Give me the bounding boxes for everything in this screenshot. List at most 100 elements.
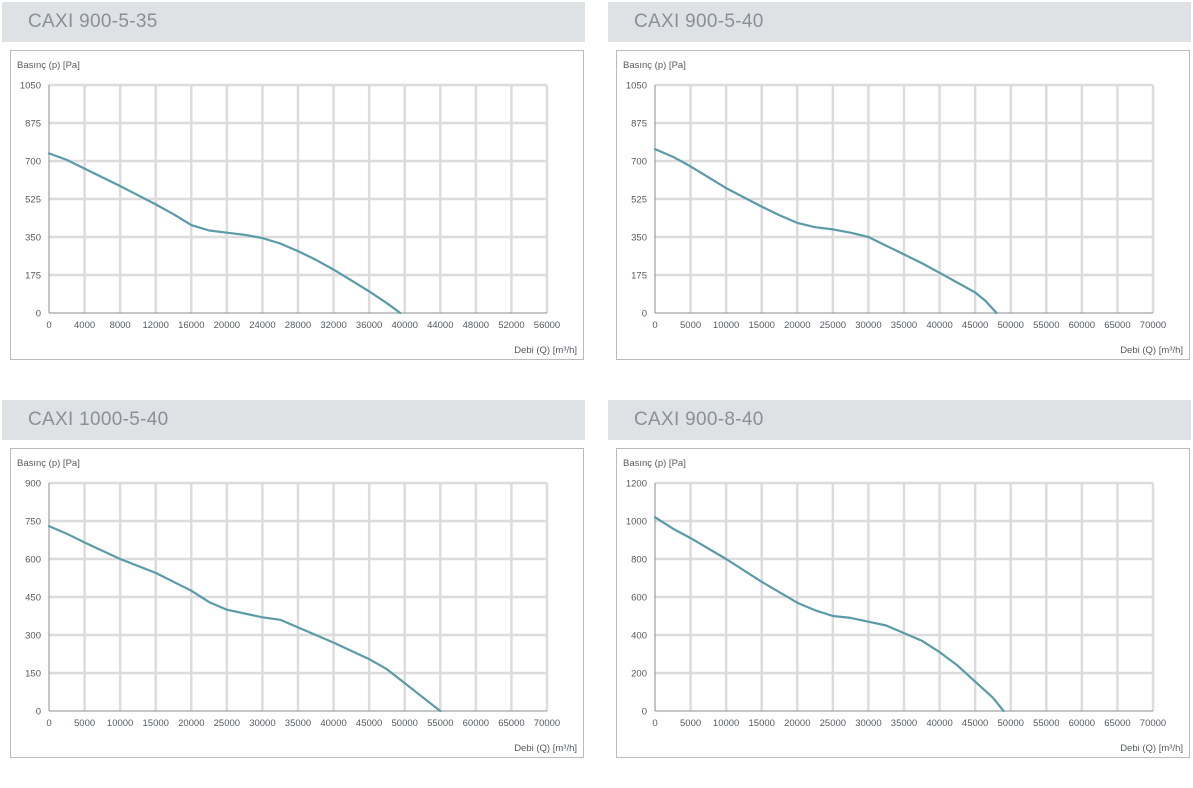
y-tick-label: 400 — [631, 631, 647, 642]
y-tick-label: 150 — [25, 669, 41, 680]
x-tick-label: 12000 — [143, 320, 169, 331]
pressure-flow-chart: 0 5000 10000 15000 20000 25000 30000 35000 40000… — [17, 458, 577, 754]
x-tick-label: 40000 — [926, 320, 952, 331]
x-tick-label: 48000 — [463, 320, 489, 331]
y-tick-label: 0 — [642, 309, 647, 320]
x-tick-label: 65000 — [498, 718, 524, 729]
x-tick-label: 40000 — [926, 718, 952, 729]
x-tick-label: 0 — [46, 718, 51, 729]
x-tick-label: 0 — [652, 320, 657, 331]
x-tick-label: 44000 — [427, 320, 453, 331]
x-tick-label: 30000 — [249, 718, 275, 729]
x-tick-label: 40000 — [392, 320, 418, 331]
x-tick-label: 65000 — [1104, 718, 1130, 729]
pressure-flow-chart: 0 4000 8000 12000 16000 20000 24000 28000 32000 3… — [17, 60, 577, 356]
y-tick-label: 700 — [25, 157, 41, 168]
x-tick-label: 0 — [46, 320, 51, 331]
x-tick-label: 10000 — [713, 718, 739, 729]
y-tick-label: 0 — [36, 309, 41, 320]
x-tick-label: 25000 — [214, 718, 240, 729]
chart-title: CAXI 900-8-40 — [608, 400, 1191, 440]
x-tick-label: 70000 — [1140, 320, 1166, 331]
y-tick-label: 175 — [631, 271, 647, 282]
x-tick-label: 36000 — [356, 320, 382, 331]
y-tick-label: 875 — [25, 119, 41, 130]
x-tick-label: 65000 — [1104, 320, 1130, 331]
x-axis-label: Debi (Q) [m³/h] — [1120, 743, 1183, 754]
x-tick-label: 40000 — [320, 718, 346, 729]
y-tick-label: 700 — [631, 157, 647, 168]
x-tick-label: 55000 — [1033, 718, 1059, 729]
pressure-flow-chart: 0 5000 10000 15000 20000 25000 30000 35000 40000… — [623, 60, 1183, 356]
x-tick-label: 24000 — [249, 320, 275, 331]
chart-title: CAXI 900-5-40 — [608, 2, 1191, 42]
y-tick-label: 175 — [25, 271, 41, 282]
x-tick-label: 15000 — [143, 718, 169, 729]
y-tick-label: 525 — [25, 195, 41, 206]
x-tick-label: 35000 — [891, 320, 917, 331]
x-tick-label: 10000 — [713, 320, 739, 331]
y-tick-label: 1000 — [626, 517, 647, 528]
x-tick-label: 60000 — [463, 718, 489, 729]
x-tick-label: 4000 — [74, 320, 95, 331]
x-tick-label: 15000 — [749, 718, 775, 729]
chart-panel-caxi-900-5-40: CAXI 900-5-40 0 5000 10000 15000 20000 25000 3… — [608, 2, 1191, 360]
y-tick-label: 875 — [631, 119, 647, 130]
y-tick-label: 600 — [631, 593, 647, 604]
series-line — [653, 516, 1005, 713]
x-tick-label: 28000 — [285, 320, 311, 331]
x-tick-label: 0 — [652, 718, 657, 729]
chart-panel-caxi-900-5-35: CAXI 900-5-35 0 4000 8000 12000 16000 20000 24… — [2, 2, 585, 360]
y-axis-label: Basınç (p) [Pa] — [623, 458, 686, 469]
x-tick-label: 50000 — [998, 718, 1024, 729]
x-tick-label: 8000 — [110, 320, 131, 331]
y-tick-label: 1050 — [626, 81, 647, 92]
chart-frame: 0 5000 10000 15000 20000 25000 30000 35000 40000… — [616, 448, 1190, 758]
x-tick-label: 10000 — [107, 718, 133, 729]
x-tick-label: 45000 — [962, 718, 988, 729]
y-axis-label: Basınç (p) [Pa] — [17, 458, 80, 469]
chart-panel-caxi-1000-5-40: CAXI 1000-5-40 0 5000 10000 15000 20000 25000… — [2, 400, 585, 758]
y-tick-label: 600 — [25, 555, 41, 566]
chart-frame: 0 5000 10000 15000 20000 25000 30000 35000 40000… — [616, 50, 1190, 360]
x-tick-label: 20000 — [178, 718, 204, 729]
x-tick-label: 55000 — [427, 718, 453, 729]
x-tick-label: 70000 — [1140, 718, 1166, 729]
x-tick-label: 16000 — [178, 320, 204, 331]
series-line — [653, 147, 998, 315]
y-tick-label: 200 — [631, 669, 647, 680]
x-axis-label: Debi (Q) [m³/h] — [1120, 345, 1183, 356]
x-axis-label: Debi (Q) [m³/h] — [514, 345, 577, 356]
y-tick-label: 1050 — [20, 81, 41, 92]
y-tick-label: 350 — [631, 233, 647, 244]
chart-panel-caxi-900-8-40: CAXI 900-8-40 0 5000 10000 15000 20000 25000 3… — [608, 400, 1191, 758]
x-tick-label: 56000 — [534, 320, 560, 331]
x-tick-label: 45000 — [962, 320, 988, 331]
x-tick-label: 35000 — [891, 718, 917, 729]
y-tick-label: 525 — [631, 195, 647, 206]
chart-frame: 0 5000 10000 15000 20000 25000 30000 35000 40000… — [10, 448, 584, 758]
x-tick-label: 20000 — [784, 320, 810, 331]
x-tick-label: 60000 — [1069, 718, 1095, 729]
chart-title: CAXI 900-5-35 — [2, 2, 585, 42]
x-tick-label: 20000 — [784, 718, 810, 729]
x-tick-label: 5000 — [680, 718, 701, 729]
y-tick-label: 900 — [25, 479, 41, 490]
x-tick-label: 60000 — [1069, 320, 1095, 331]
y-tick-label: 800 — [631, 555, 647, 566]
y-tick-label: 0 — [642, 707, 647, 718]
x-tick-label: 45000 — [356, 718, 382, 729]
y-tick-label: 350 — [25, 233, 41, 244]
y-axis-label: Basınç (p) [Pa] — [623, 60, 686, 71]
y-axis-label: Basınç (p) [Pa] — [17, 60, 80, 71]
x-axis-label: Debi (Q) [m³/h] — [514, 743, 577, 754]
x-tick-label: 70000 — [534, 718, 560, 729]
y-tick-label: 1200 — [626, 479, 647, 490]
chart-frame: 0 4000 8000 12000 16000 20000 24000 28000 32000 3… — [10, 50, 584, 360]
x-tick-label: 55000 — [1033, 320, 1059, 331]
x-tick-label: 25000 — [820, 320, 846, 331]
x-tick-label: 32000 — [320, 320, 346, 331]
y-tick-label: 0 — [36, 707, 41, 718]
x-tick-label: 5000 — [680, 320, 701, 331]
x-tick-label: 15000 — [749, 320, 775, 331]
